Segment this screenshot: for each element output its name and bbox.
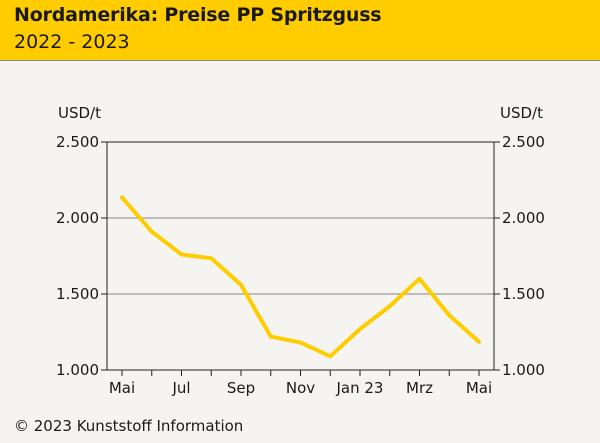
x-tick-label: Nov xyxy=(286,379,315,397)
y-tick-label-right: 2.500 xyxy=(502,133,545,151)
chart-title: Nordamerika: Preise PP Spritzguss xyxy=(14,4,382,26)
grid-lines xyxy=(107,217,494,295)
x-tick-label: Mrz xyxy=(406,379,433,397)
x-tick-label: Mai xyxy=(466,379,492,397)
x-tick-label: Jan 23 xyxy=(336,379,384,397)
copyright-footer: © 2023 Kunststoff Information xyxy=(14,417,244,435)
x-tick-label: Sep xyxy=(227,379,255,397)
x-tick-label: Jul xyxy=(171,379,190,397)
x-ticks: Mai Jul Sep Nov Jan 23 Mrz Mai xyxy=(109,370,492,397)
y-tick-label-right: 1.500 xyxy=(502,285,545,303)
chart-subtitle: 2022 - 2023 xyxy=(14,31,130,53)
y-tick-label-left: 1.500 xyxy=(56,285,99,303)
y-ticks-left: 1.000 1.500 2.000 2.500 xyxy=(56,133,107,379)
header-banner: Nordamerika: Preise PP Spritzguss 2022 -… xyxy=(0,0,600,61)
y-tick-label-left: 2.000 xyxy=(56,209,99,227)
y-axis-label-left: USD/t xyxy=(58,104,101,122)
x-tick-label: Mai xyxy=(109,379,135,397)
plot-frame xyxy=(106,141,495,371)
y-axis-label-right: USD/t xyxy=(500,104,543,122)
y-ticks-right: 1.000 1.500 2.000 2.500 xyxy=(494,133,545,379)
series-line-pp-spritzguss xyxy=(120,195,481,359)
y-tick-label-left: 1.000 xyxy=(56,361,99,379)
y-tick-label-right: 2.000 xyxy=(502,209,545,227)
y-tick-label-right: 1.000 xyxy=(502,361,545,379)
y-tick-label-left: 2.500 xyxy=(56,133,99,151)
